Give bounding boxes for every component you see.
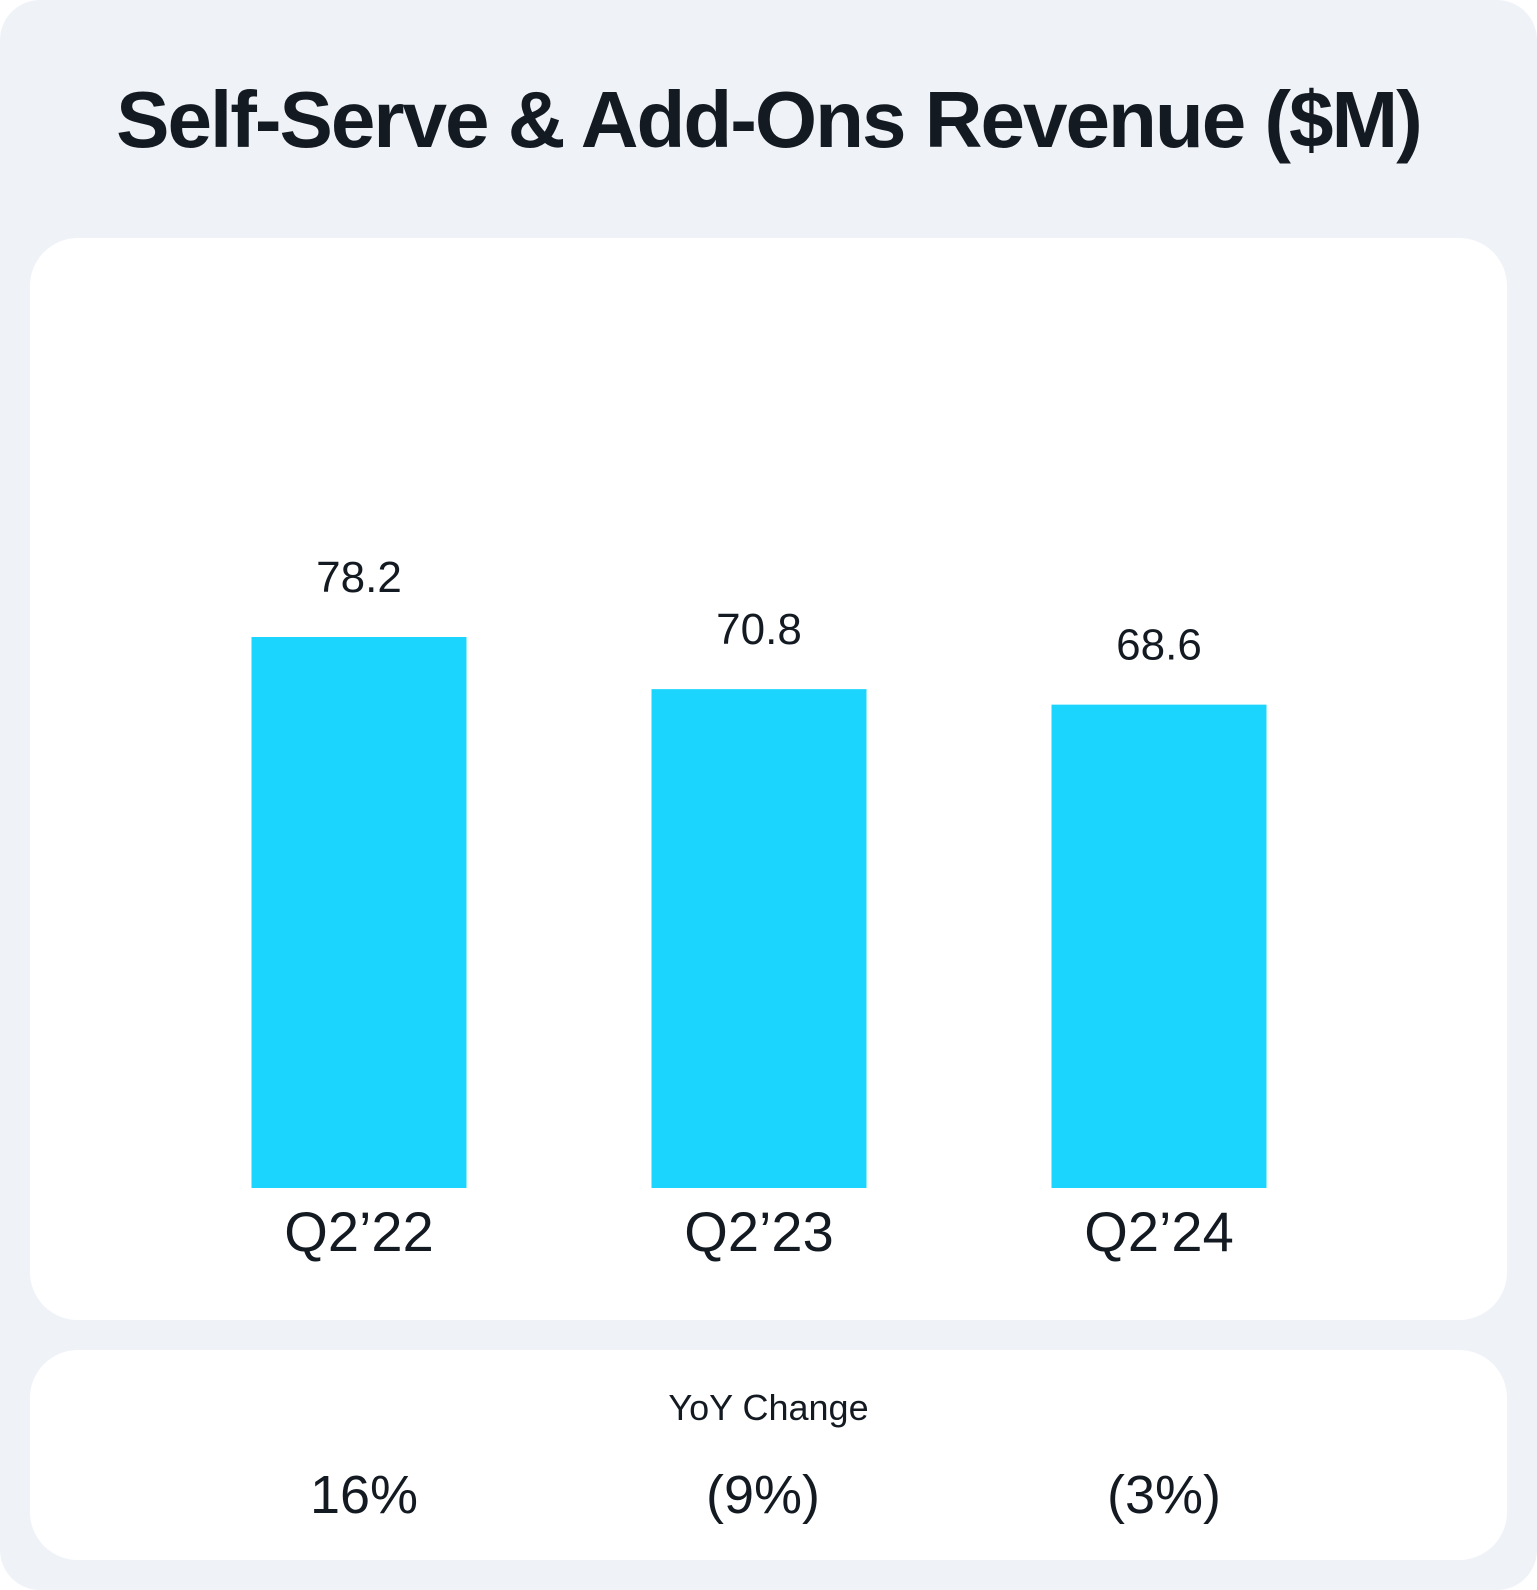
x-tick-label-q2-23: Q2’23 (684, 1200, 833, 1263)
yoy-value-q2-24: (3%) (1106, 1465, 1221, 1525)
bar-q2-24 (1051, 704, 1267, 1188)
bar-q2-23 (651, 689, 867, 1188)
yoy-value-q2-23: (9%) (705, 1465, 820, 1525)
yoy-panel: YoY Change 16% (9%) (3%) (30, 1350, 1507, 1560)
chart-panel: 78.2 Q2’22 70.8 Q2’23 68.6 Q2’24 (30, 238, 1507, 1320)
bar-value-label-q2-24: 68.6 (1116, 621, 1202, 670)
x-tick-label-q2-22: Q2’22 (284, 1200, 433, 1263)
bar-chart: 78.2 Q2’22 70.8 Q2’23 68.6 Q2’24 (251, 553, 1267, 1263)
yoy-label: YoY Change (668, 1387, 869, 1428)
yoy-value-q2-22: 16% (309, 1465, 419, 1525)
bar-value-label-q2-22: 78.2 (316, 553, 402, 602)
chart-title: Self-Serve & Add-Ons Revenue ($M) (116, 75, 1423, 164)
bar-q2-22 (251, 637, 467, 1188)
bar-value-label-q2-23: 70.8 (716, 605, 802, 654)
x-tick-label-q2-24: Q2’24 (1084, 1200, 1233, 1263)
